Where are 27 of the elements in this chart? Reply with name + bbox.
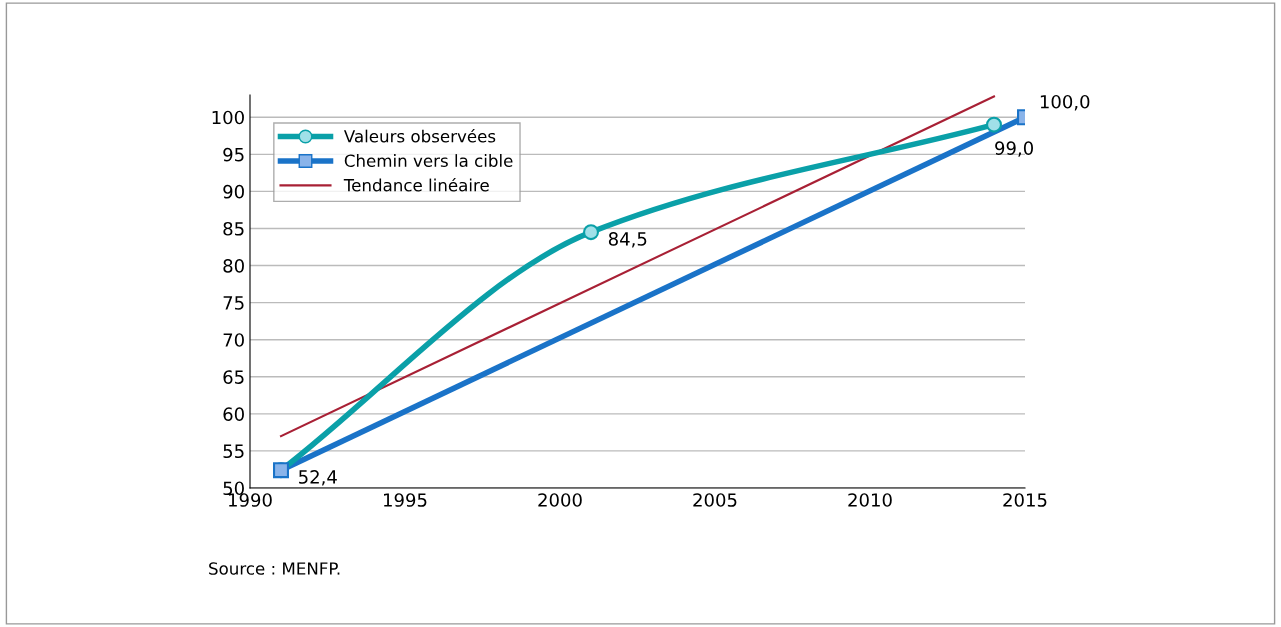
y-tick-label: 75 (223, 296, 244, 310)
point (583, 224, 599, 241)
x-tick-label: 2010 (848, 493, 892, 507)
point (986, 116, 1002, 133)
legend-label: Chemin vers la cible (344, 154, 513, 168)
data-label: 84,5 (608, 232, 647, 248)
y-tick-label: 55 (223, 444, 244, 459)
y-tick-label: 85 (223, 221, 244, 236)
x-tick-label: 2005 (693, 493, 737, 507)
data-label: 99,0 (995, 141, 1033, 157)
y-tick-label: 80 (223, 259, 244, 273)
y-tick-label: 50 (223, 481, 244, 496)
data-label: 52,4 (299, 470, 337, 486)
x-tick-label: 2000 (538, 493, 582, 507)
y-tick-label: 65 (223, 370, 244, 384)
y-tick-label: 70 (223, 333, 244, 347)
x-tick-label: 1990 (229, 493, 272, 507)
data-label: 100,0 (1040, 94, 1090, 111)
x-tick-label: 2015 (1003, 493, 1047, 507)
legend-label: Valeurs observées (343, 128, 496, 143)
y-tick-label: 60 (223, 407, 244, 421)
y-tick-label: 95 (223, 147, 244, 162)
legend-label: Tendance linéaire (343, 177, 489, 192)
source-note: Source : MENFP. (209, 562, 340, 575)
y-tick-label: 100 (212, 110, 244, 125)
x-tick-label: 1995 (384, 493, 427, 507)
y-tick-label: 90 (223, 184, 244, 199)
